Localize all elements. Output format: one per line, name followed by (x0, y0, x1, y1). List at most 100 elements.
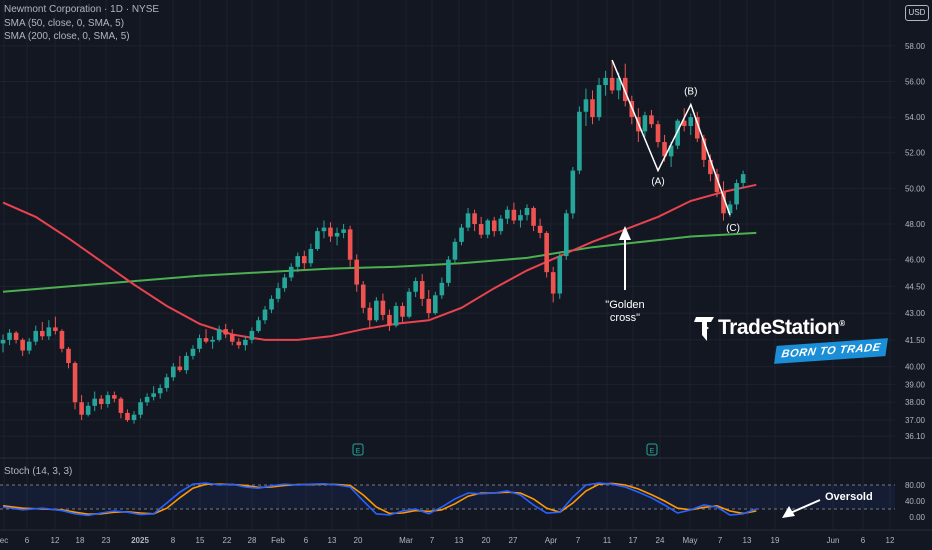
stoch-band-fill (0, 485, 895, 509)
candle-body (112, 395, 117, 399)
stochastic-pane: 80.00 40.00 0.00 Oversold (0, 481, 926, 522)
x-tick-label: 7 (718, 536, 723, 545)
candle-body (478, 224, 484, 235)
earnings-marker-label: E (650, 448, 655, 455)
y-tick-label: 54.00 (905, 113, 926, 122)
candle-body (302, 256, 307, 264)
candle-body (511, 209, 517, 221)
candle-body (7, 332, 12, 340)
x-tick-label: 7 (430, 536, 435, 545)
candle-body (655, 124, 661, 143)
candle-body (20, 339, 25, 351)
candle-body (531, 207, 536, 226)
candle-body (13, 332, 19, 340)
y-tick-label: 46.00 (905, 256, 926, 265)
currency-button[interactable]: USD (905, 5, 929, 21)
candle-body (40, 330, 45, 337)
x-tick-label: 6 (304, 536, 309, 545)
candle-body (708, 159, 713, 175)
candle-body (256, 320, 261, 331)
golden-cross-label: cross" (610, 312, 640, 324)
logo-registered: ® (839, 319, 845, 328)
candle-body (590, 99, 595, 118)
x-tick-label: 2025 (131, 536, 149, 545)
candle-body (85, 405, 91, 415)
candle-body (518, 215, 523, 221)
candle-body (360, 284, 366, 308)
stoch-tick-label: 40.00 (905, 497, 926, 506)
candle-body (0, 339, 6, 344)
candle-body (131, 414, 137, 421)
wave-label: (A) (651, 177, 664, 188)
candle-body (33, 330, 39, 342)
candle-body (275, 288, 281, 299)
candle-body (138, 402, 143, 415)
x-tick-label: 8 (171, 536, 176, 545)
candle-body (426, 298, 432, 314)
candlesticks (0, 60, 746, 424)
candle-body (485, 220, 490, 235)
candle-body (446, 259, 451, 283)
x-tick-label: 20 (482, 536, 491, 545)
candle-body (701, 138, 707, 160)
oversold-arrowhead (782, 506, 795, 518)
candle-body (223, 329, 228, 335)
candle-body (544, 232, 549, 273)
oversold-label: Oversold (825, 491, 873, 503)
candle-body (125, 412, 130, 421)
sma200-legend: SMA (200, close, 0, SMA, 5) (4, 31, 130, 42)
y-tick-label: 43.00 (905, 309, 926, 318)
x-tick-label: 22 (223, 536, 232, 545)
candle-body (72, 363, 78, 403)
candle-body (688, 117, 694, 127)
x-tick-label: 19 (771, 536, 780, 545)
candle-body (197, 338, 202, 349)
candle-body (681, 120, 687, 127)
candle-body (243, 339, 248, 346)
x-tick-label: 6 (861, 536, 866, 545)
candle-body (236, 341, 242, 346)
y-tick-label: 41.50 (905, 336, 926, 345)
y-tick-label: 37.00 (905, 416, 926, 425)
candle-body (341, 229, 346, 233)
symbol-legend: Newmont Corporation · 1D · NYSE (4, 4, 160, 15)
earnings-marker-box (646, 443, 658, 456)
time-axis: ec 6 12 18 23 2025 8 15 22 28 Feb 6 13 20 Mar 7 13 20 27 Ap… (0, 536, 895, 545)
candle-body (216, 329, 222, 340)
candle-body (472, 213, 477, 225)
candle-body (282, 277, 287, 289)
y-tick-label: 44.50 (905, 282, 926, 291)
stoch-tick-label: 80.00 (905, 481, 926, 490)
candle-body (380, 300, 386, 315)
x-tick-label: Apr (545, 536, 558, 545)
candle-body (550, 272, 556, 294)
candle-body (164, 377, 170, 388)
golden-cross-label: "Golden (605, 299, 644, 311)
x-tick-label: 7 (576, 536, 581, 545)
candle-body (740, 174, 746, 184)
candle-body (419, 281, 425, 299)
candle-body (151, 393, 156, 397)
y-tick-label: 48.00 (905, 220, 926, 229)
x-tick-label: 23 (102, 536, 111, 545)
candle-body (596, 85, 602, 118)
candle-body (177, 366, 183, 371)
x-tick-label: 24 (656, 536, 665, 545)
candle-body (609, 77, 615, 91)
x-tick-label: 11 (603, 536, 612, 545)
candle-body (269, 298, 274, 310)
candle-body (308, 248, 314, 264)
candle-body (347, 229, 353, 260)
earnings-marker-box (352, 443, 364, 456)
stoch-legend: Stoch (14, 3, 3) (4, 466, 73, 477)
candle-body (695, 117, 700, 139)
sma50-line (2, 183, 757, 341)
x-tick-label: 18 (76, 536, 85, 545)
candle-body (26, 341, 32, 351)
logo-name: TradeStation (718, 316, 840, 339)
candle-body (79, 402, 84, 415)
candle-body (603, 77, 608, 86)
candle-body (622, 77, 628, 102)
